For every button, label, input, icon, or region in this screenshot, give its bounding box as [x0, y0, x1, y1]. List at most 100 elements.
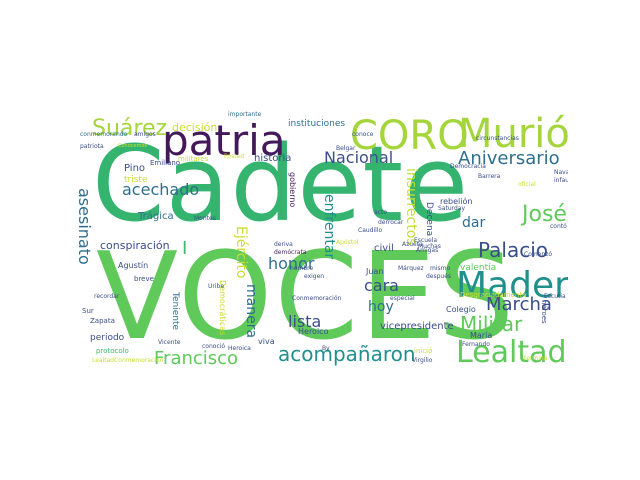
word-amigas: Amigas [416, 247, 439, 254]
word-acechado: acechado [122, 180, 200, 199]
word-montes: Montes [194, 215, 216, 222]
word-barrera: Barrera [478, 173, 501, 180]
word-madero: Madero [456, 265, 568, 306]
word-conmemoracion: Conmemoración [292, 295, 342, 302]
word-instituciones: instituciones [288, 119, 346, 129]
word-colegio: Colegio [446, 305, 476, 314]
word-amigos: amigos [134, 131, 156, 138]
word-decena: Decena [424, 202, 434, 237]
word-heroica: Heroica [228, 345, 251, 352]
word-historia: historia [254, 153, 292, 164]
word-fernando: Fernando [462, 341, 490, 348]
word-recordar: recordar [94, 293, 120, 300]
word-cadete: Cadete [92, 123, 470, 245]
word-militares: militares [178, 155, 209, 163]
word-valentia: valentía [460, 263, 497, 273]
word-triste: triste [124, 175, 148, 185]
word-heroico: Heroico [298, 327, 329, 336]
word-periodo: periodo [90, 333, 125, 343]
word-coro: CORO [350, 113, 469, 159]
word-mismo: mismo [430, 265, 451, 272]
word-conspiracion: conspiración [100, 239, 170, 252]
word-hoy: hoy [368, 299, 394, 315]
word-azueta: Azueta [402, 241, 423, 248]
word-importante: importante [228, 111, 262, 118]
word-militar: Militar [460, 312, 523, 336]
word-civil: civil [374, 243, 394, 254]
word-muchas: Muchas [418, 243, 441, 250]
word-cloud: Cadete VOCES patria CORO Murió Madero Le… [78, 106, 568, 372]
word-manera: manera [243, 284, 259, 339]
word-conmemorando: conmemorando [80, 131, 128, 138]
word-agustin: Agustín [118, 261, 149, 270]
word-conocio: conoció [202, 343, 226, 350]
word-aniversario: Aniversario [458, 148, 560, 169]
word-derrocar: derrocar [378, 219, 404, 226]
word-ejercito: Ejército [233, 226, 249, 279]
word-viva: viva [258, 337, 275, 346]
word-lista: lista [288, 312, 322, 331]
word-especial: especial [390, 295, 415, 302]
word-vicepresidente: vicepresidente [380, 321, 454, 332]
word-by: By [322, 345, 330, 352]
word-comenzo: Comenzó [524, 251, 553, 258]
word-breve: breve [134, 275, 154, 283]
word-honor: honor [268, 254, 315, 273]
word-enfrentar: enfrentar [321, 194, 337, 260]
word-escuela: Escuela [414, 237, 438, 244]
word-despues: después [426, 273, 452, 280]
word-deriva: deriva [274, 241, 293, 248]
word-dar: dar [462, 215, 486, 231]
word-heroes: héroes [540, 300, 548, 324]
word-termina: termina [524, 355, 548, 362]
word-nacional: Nacional [324, 148, 394, 167]
word-patria: patria [162, 116, 286, 165]
word-cara: cara [364, 276, 399, 295]
word-caudillo: Caudillo [358, 227, 383, 234]
word-juan: Juan [366, 267, 384, 276]
word-uribe: Uribe [208, 283, 225, 290]
word-conoce: conoce [352, 131, 374, 138]
word-saturday: Saturday [438, 205, 466, 212]
word-insurrectos: insurrectos [403, 168, 419, 246]
word-exigen: exigen [304, 273, 325, 280]
word-zapata: Zapata [90, 317, 115, 325]
word-pino: Pino [124, 163, 146, 174]
word-belgar: Belgar [336, 145, 356, 152]
word-marcha: Marcha [486, 294, 552, 315]
word-conocemos: Conocemos [118, 143, 148, 149]
word-acto: acto [374, 209, 387, 216]
word-murio: Murió [458, 111, 568, 157]
word-protocolo: protocolo [96, 347, 129, 355]
word-marquez: Márquez [398, 265, 424, 272]
word-naval: Naval [554, 169, 568, 176]
word-tragica: Trágica [138, 211, 174, 222]
word-jose: José [522, 202, 567, 227]
word-oficial: oficial [518, 181, 536, 188]
word-virgilio: Virgilio [412, 357, 433, 364]
word-circunstancias: circunstancias [476, 135, 519, 142]
word-posted: Posted [224, 153, 245, 160]
word-suarez: Suárez [92, 116, 168, 141]
word-infausto: infausto [554, 177, 568, 184]
word-emiliano: Emiliano [150, 159, 181, 167]
word-acompanaron: acompañaron [278, 342, 416, 366]
word-democracia: Democracia [450, 163, 486, 170]
word-sur: Sur [82, 307, 94, 315]
word-democraticas: Democráticas [218, 280, 227, 336]
word-hombre: hombre [290, 265, 314, 272]
word-apostol: Apóstol [336, 239, 359, 246]
word-vicente: Vicente [158, 339, 181, 346]
word-patriota: patriota [80, 143, 104, 150]
word-francisco: Francisco [154, 348, 239, 369]
word-desgraciadamente: Desgraciadamente [460, 291, 527, 299]
word-asesinato: asesinato [78, 188, 94, 265]
word-maria: María [470, 331, 493, 340]
word-gobierno: gobierno [288, 172, 297, 208]
word-democrata: demócrata [274, 249, 307, 256]
word-decision: decisión [172, 121, 218, 134]
word-escutia: Escutia [544, 293, 566, 300]
word-conto: contó [550, 223, 567, 230]
word-rebelion: rebelión [440, 197, 473, 206]
word-teniente: Teniente [170, 292, 180, 331]
